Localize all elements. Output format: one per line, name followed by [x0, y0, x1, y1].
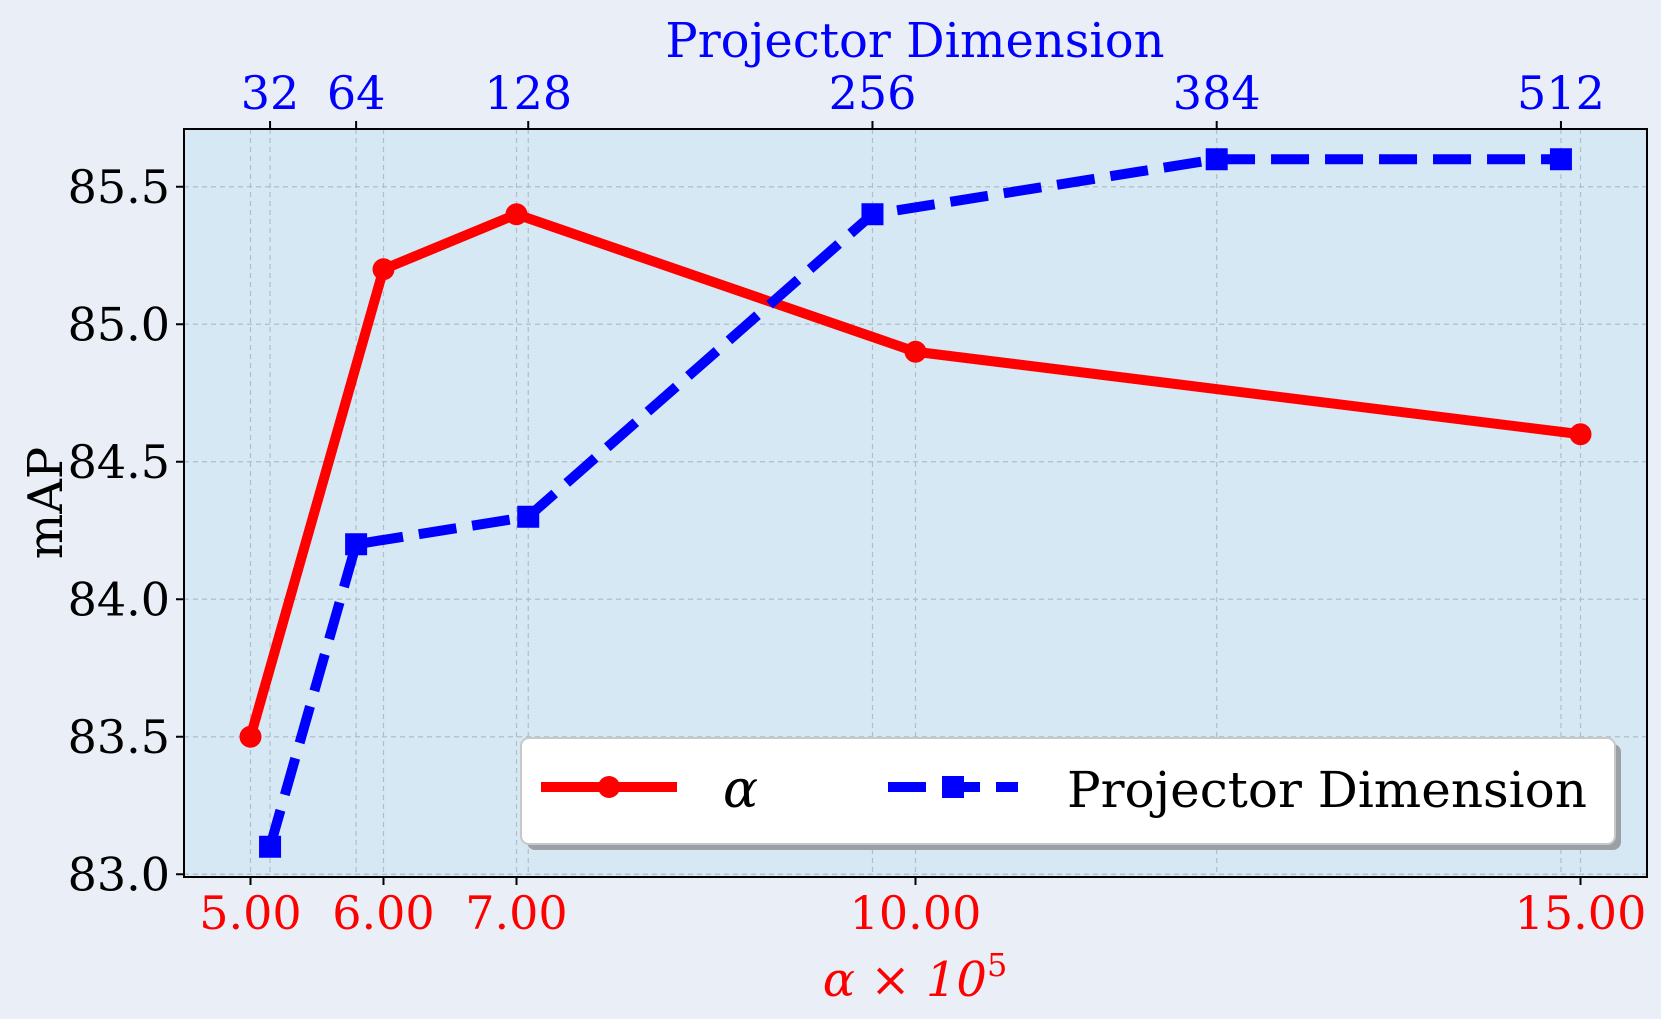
series-point-square [1549, 148, 1572, 171]
y-tick-label: 84.0 [68, 572, 170, 626]
legend-alpha-label: α [723, 760, 758, 820]
legend: α Projector Dimension [520, 737, 1621, 850]
legend-projector-label: Projector Dimension [1067, 761, 1587, 819]
x-top-tick-label: 384 [1173, 66, 1261, 120]
x-axis-label-bottom-sup: 5 [987, 946, 1007, 984]
series-point-square [517, 505, 540, 528]
x-bottom-tick-label: 7.00 [465, 886, 567, 940]
series-point-circle [904, 340, 927, 363]
y-tick-label: 83.5 [68, 710, 170, 764]
x-top-tick-label: 32 [241, 66, 300, 120]
y-tick-label: 83.0 [68, 847, 170, 901]
series-point-circle [239, 725, 262, 748]
y-tick-label: 85.5 [68, 160, 170, 214]
legend-projector-marker [942, 776, 964, 798]
x-top-tick-label: 256 [829, 66, 917, 120]
x-top-tick-label: 64 [327, 66, 386, 120]
grid-lines [184, 129, 1647, 877]
x-top-tick-label: 512 [1517, 66, 1605, 120]
y-tick-label: 85.0 [68, 297, 170, 351]
x-bottom-tick-label: 10.00 [850, 886, 982, 940]
series-point-circle [505, 203, 528, 226]
series-layer [239, 148, 1592, 858]
series-point-square [345, 533, 368, 556]
series-point-square [1205, 148, 1228, 171]
y-tick-label: 84.5 [68, 435, 170, 489]
x-bottom-tick-label: 6.00 [332, 886, 434, 940]
y-axis-label: mAP [18, 447, 74, 559]
series-point-circle [1569, 423, 1592, 446]
series-point-square [259, 835, 282, 858]
series-line-1 [265, 154, 1561, 849]
x-bottom-tick-label: 15.00 [1515, 886, 1647, 940]
series-point-square [861, 203, 884, 226]
legend-alpha-marker [598, 776, 620, 798]
series-point-circle [372, 258, 395, 281]
x-axis-label-bottom: α × 105 [823, 946, 1008, 1008]
x-top-tick-label: 128 [484, 66, 572, 120]
x-axis-label-bottom-main: α × 10 [823, 952, 987, 1008]
x-axis-label-top: Projector Dimension [665, 13, 1164, 69]
axis-ticks: 83.0 83.5 84.0 84.5 85.0 85.5 5.00 6.00 7.00 10.0… [68, 66, 1647, 940]
legend-box [520, 737, 1616, 845]
x-bottom-tick-label: 5.00 [199, 886, 301, 940]
